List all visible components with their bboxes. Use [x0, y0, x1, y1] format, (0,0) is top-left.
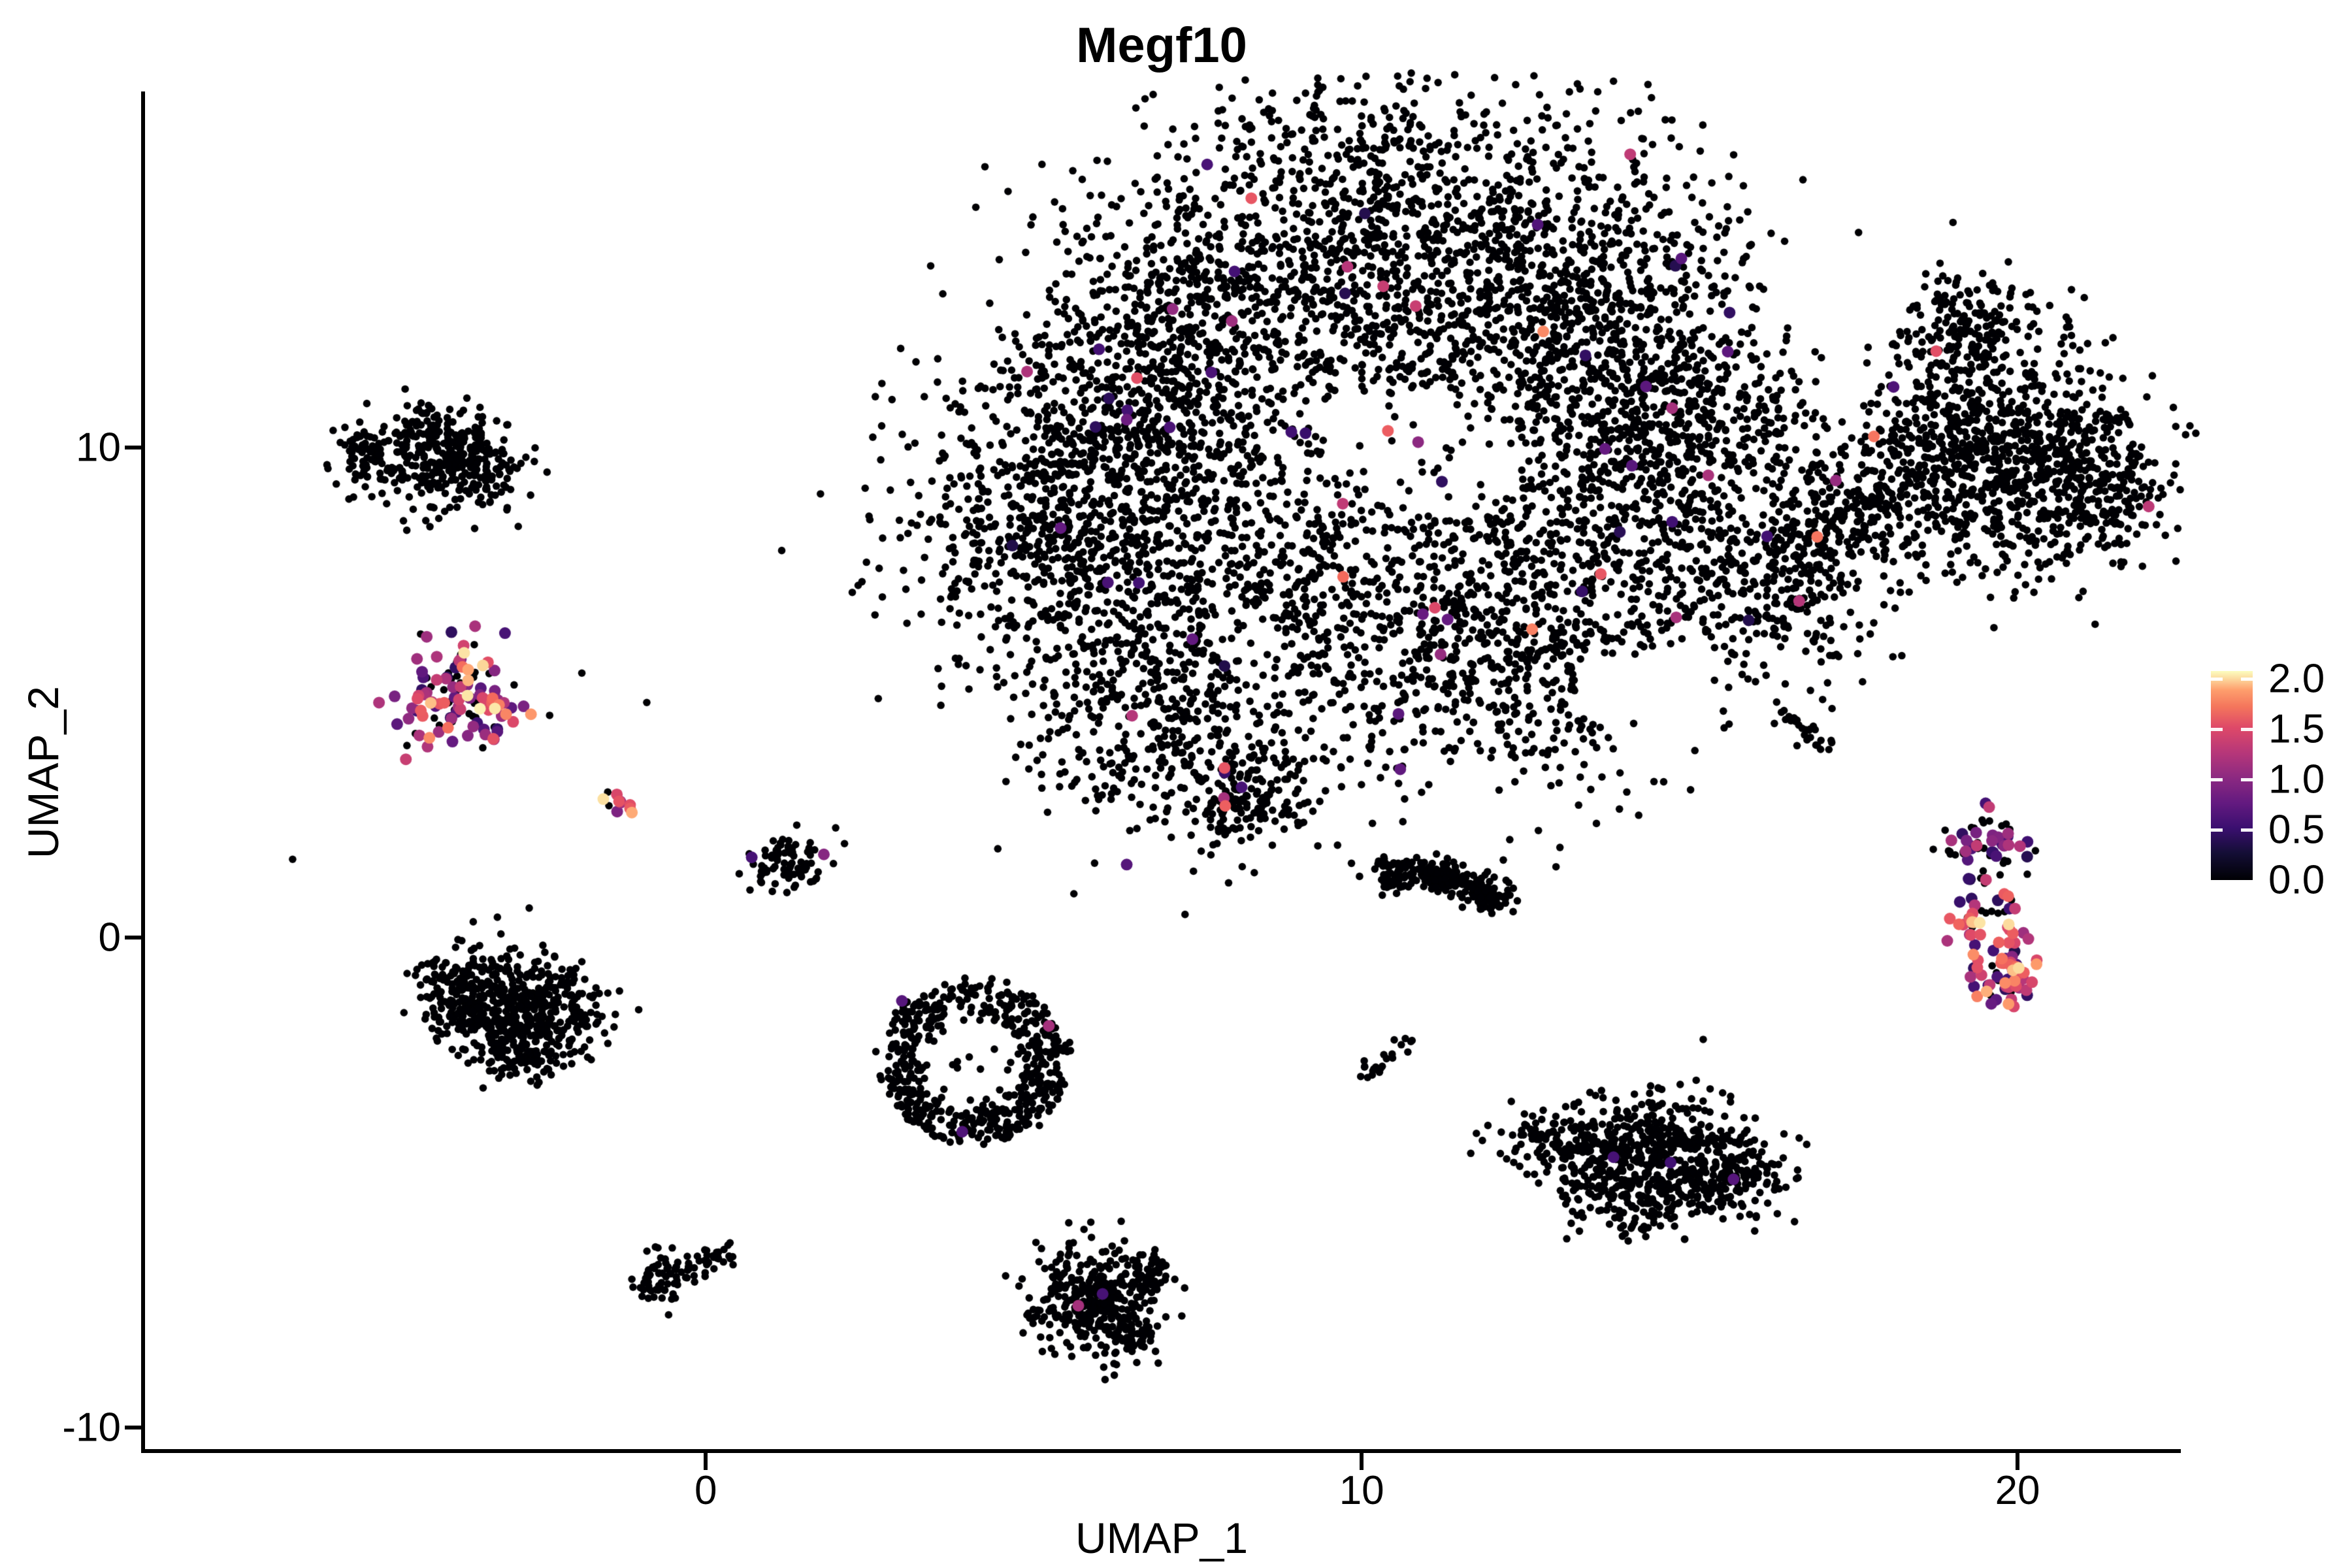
- x-axis-line: [141, 1449, 2181, 1453]
- colorbar-tick: [2211, 677, 2223, 681]
- x-axis-title: UMAP_1: [1075, 1514, 1249, 1562]
- y-tick-mark: [125, 446, 142, 450]
- colorbar-label: 1.0: [2268, 757, 2325, 802]
- colorbar-tick: [2241, 777, 2253, 781]
- y-tick-label: 10: [76, 425, 121, 470]
- y-tick-label: 0: [98, 915, 121, 960]
- y-tick-mark: [125, 936, 142, 940]
- x-tick-label: 10: [1339, 1468, 1384, 1513]
- colorbar-tick: [2211, 727, 2223, 731]
- y-tick-label: -10: [62, 1405, 121, 1450]
- colorbar-tick: [2211, 777, 2223, 781]
- y-axis-title-text: UMAP_2: [19, 685, 67, 859]
- x-tick-mark: [1360, 1453, 1364, 1470]
- colorbar-label: 0.5: [2268, 807, 2325, 853]
- colorbar-tick: [2211, 828, 2223, 832]
- colorbar-tick: [2241, 828, 2253, 832]
- y-axis-title: UMAP_2: [18, 91, 68, 1453]
- x-tick-label: 0: [694, 1468, 717, 1513]
- y-axis-line: [141, 91, 145, 1453]
- x-tick-mark: [704, 1453, 708, 1470]
- colorbar-label: 2.0: [2268, 656, 2325, 702]
- plot-title: Megf10: [1076, 18, 1247, 73]
- colorbar-gradient: [2211, 671, 2253, 880]
- y-tick-mark: [125, 1426, 142, 1430]
- colorbar-label: 1.5: [2268, 706, 2325, 752]
- colorbar-tick: [2241, 677, 2253, 681]
- x-tick-mark: [2016, 1453, 2020, 1470]
- colorbar-tick: [2241, 727, 2253, 731]
- colorbar-label: 0.0: [2268, 857, 2325, 903]
- x-tick-label: 20: [1995, 1468, 2040, 1513]
